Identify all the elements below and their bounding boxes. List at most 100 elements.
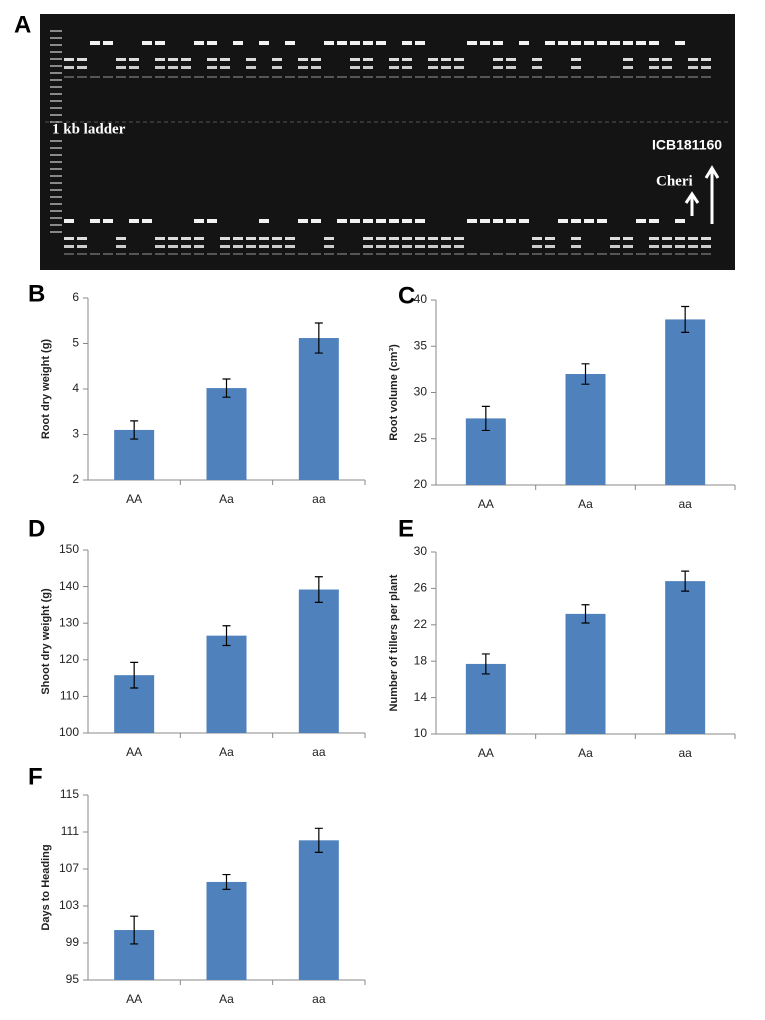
gel-band xyxy=(402,245,412,248)
gel-band xyxy=(311,66,321,69)
ladder-band xyxy=(50,30,62,32)
gel-band xyxy=(675,237,685,240)
gel-band xyxy=(168,253,178,255)
gel-band xyxy=(181,66,191,69)
gel-band xyxy=(363,66,373,69)
y-tick-label: 130 xyxy=(59,615,79,629)
gel-band xyxy=(194,253,204,255)
ladder-band xyxy=(50,51,62,53)
gel-band xyxy=(350,66,360,69)
gel-band xyxy=(259,245,269,248)
gel-band xyxy=(298,66,308,69)
gel-band xyxy=(129,66,139,69)
gel-band xyxy=(467,253,477,255)
gel-band xyxy=(506,66,516,69)
y-tick-label: 26 xyxy=(414,581,428,595)
ladder-band xyxy=(50,114,62,116)
gel-band xyxy=(493,219,503,223)
gel-band xyxy=(480,41,490,45)
gel-band xyxy=(324,41,334,45)
y-axis-label: Shoot dry weight (g) xyxy=(40,588,52,695)
y-tick-label: 103 xyxy=(59,898,79,912)
gel-band xyxy=(207,76,217,78)
bar xyxy=(565,374,606,485)
gel-band xyxy=(168,245,178,248)
gel-band xyxy=(571,219,581,223)
gel-band xyxy=(610,76,620,78)
gel-band xyxy=(701,253,711,255)
gel-band xyxy=(623,58,633,61)
y-tick-label: 115 xyxy=(60,787,79,801)
gel-band xyxy=(376,76,386,78)
gel-band xyxy=(376,219,386,223)
y-axis-label: Number of tillers per plant xyxy=(388,574,400,711)
gel-band xyxy=(701,237,711,240)
gel-band xyxy=(194,245,204,248)
y-tick-label: 5 xyxy=(72,336,79,350)
gel-band xyxy=(116,76,126,78)
gel-band xyxy=(402,253,412,255)
gel-band xyxy=(77,76,87,78)
x-tick-label: aa xyxy=(678,746,692,760)
gel-band xyxy=(220,76,230,78)
gel-band xyxy=(259,41,269,45)
y-tick-label: 110 xyxy=(60,689,79,703)
error-bar xyxy=(481,653,490,675)
gel-band xyxy=(662,66,672,69)
gel-band xyxy=(662,245,672,248)
gel-band xyxy=(662,237,672,240)
gel-band xyxy=(610,237,620,240)
gel-band xyxy=(324,237,334,240)
gel-band xyxy=(519,219,529,223)
gel-band xyxy=(441,76,451,78)
gel-band xyxy=(337,41,347,45)
gel-band xyxy=(116,66,126,69)
gel-band xyxy=(298,219,308,223)
x-tick-label: Aa xyxy=(578,746,593,760)
gel-band xyxy=(90,41,100,45)
gel-band xyxy=(571,237,581,240)
gel-band xyxy=(155,58,165,61)
gel-band xyxy=(545,245,555,248)
gel-band xyxy=(168,66,178,69)
ladder-band xyxy=(50,196,62,198)
gel-band xyxy=(285,41,295,45)
bar xyxy=(206,635,247,733)
gel-band xyxy=(597,253,607,255)
y-tick-label: 111 xyxy=(61,824,80,838)
gel-band xyxy=(194,237,204,240)
gel-band xyxy=(688,237,698,240)
gel-band xyxy=(376,237,386,240)
gel-band xyxy=(142,253,152,255)
gel-band xyxy=(337,253,347,255)
panel-letter: A xyxy=(14,11,31,38)
gel-band xyxy=(571,245,581,248)
ladder-band xyxy=(50,79,62,81)
gel-band xyxy=(428,237,438,240)
gel-band xyxy=(480,76,490,78)
gel-band xyxy=(207,219,217,223)
ladder-band xyxy=(50,210,62,212)
gel-band xyxy=(129,58,139,61)
gel-band xyxy=(649,237,659,240)
gel-band xyxy=(220,245,230,248)
gel-band xyxy=(272,76,282,78)
gel-band xyxy=(194,76,204,78)
error-bar xyxy=(681,570,690,592)
gel-band xyxy=(285,253,295,255)
gel-bands xyxy=(45,30,730,255)
gel-band xyxy=(454,237,464,240)
error-bar xyxy=(314,322,323,354)
gel-band xyxy=(623,253,633,255)
gel-band xyxy=(376,245,386,248)
gel-band xyxy=(597,76,607,78)
gel-band xyxy=(376,253,386,255)
x-tick-label: AA xyxy=(126,492,142,506)
error-bar xyxy=(222,625,231,647)
gel-band xyxy=(363,41,373,45)
gel-band xyxy=(389,58,399,61)
gel-band xyxy=(116,237,126,240)
gel-band xyxy=(649,219,659,223)
gel-band xyxy=(363,76,373,78)
